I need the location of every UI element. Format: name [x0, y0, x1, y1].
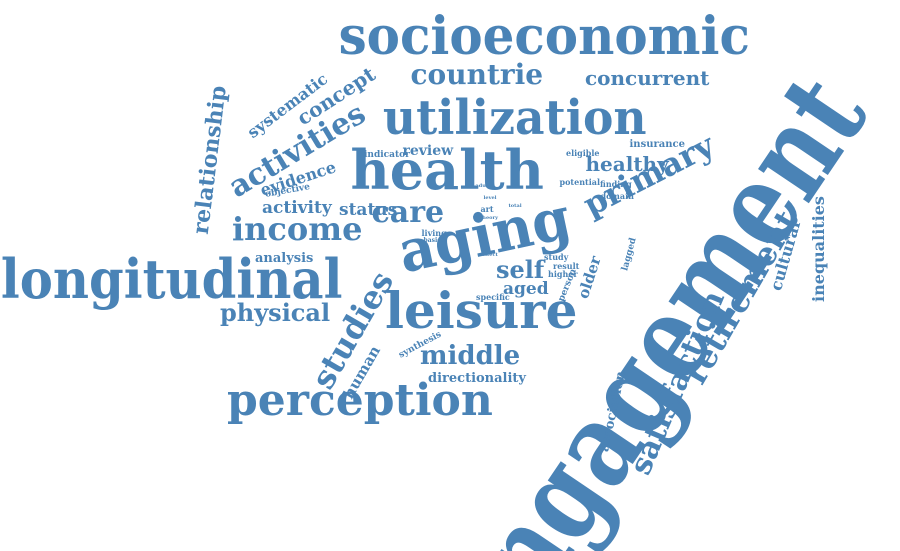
word-inequalities: inequalities: [808, 196, 828, 302]
word-basics: basics: [423, 237, 445, 244]
word-finding: finding: [600, 179, 632, 189]
word-potential: potential: [559, 177, 601, 187]
word-physical: physical: [220, 298, 331, 327]
word-income: income: [232, 210, 363, 248]
word-relationship: relationship: [187, 84, 232, 236]
word-total: total: [508, 202, 522, 209]
word-eligible: eligible: [566, 148, 600, 158]
word-status: status: [339, 199, 398, 220]
word-perception: perception: [227, 375, 493, 426]
word-activity: activity: [262, 197, 332, 218]
word-aged: aged: [503, 278, 549, 299]
word-longitudinal: longitudinal: [0, 247, 342, 311]
word-effect: effect: [482, 251, 498, 258]
word-utilization: utilization: [382, 90, 647, 146]
word-healthy: healthy: [585, 152, 669, 176]
word-health: health: [350, 138, 544, 202]
word-level: level: [483, 194, 497, 201]
word-directionality: directionality: [428, 370, 526, 386]
word-socioeconomic: socioeconomic: [338, 6, 750, 67]
word-insurance: insurance: [629, 139, 685, 150]
word-domain: domain: [600, 191, 634, 201]
word-study: study: [544, 252, 569, 262]
word-self: self: [496, 255, 545, 284]
word-middle: middle: [420, 341, 521, 371]
word-care: care: [371, 195, 445, 230]
word-countrie: countrie: [410, 58, 544, 91]
word-result: result: [553, 261, 580, 271]
word-living: living: [421, 228, 447, 238]
word-concurrent: concurrent: [585, 66, 710, 90]
word-art: art: [480, 204, 494, 214]
word-leisure: leisure: [385, 281, 578, 340]
word-analysis: analysis: [255, 250, 314, 266]
word-indicator: indicator: [364, 149, 410, 160]
word-review: review: [402, 143, 454, 159]
word-specific: specific: [476, 292, 510, 302]
word-adult: adult: [475, 182, 491, 189]
word-theory: theory: [480, 214, 499, 221]
word-older: older: [574, 253, 605, 301]
word-higher: higher: [548, 269, 578, 279]
